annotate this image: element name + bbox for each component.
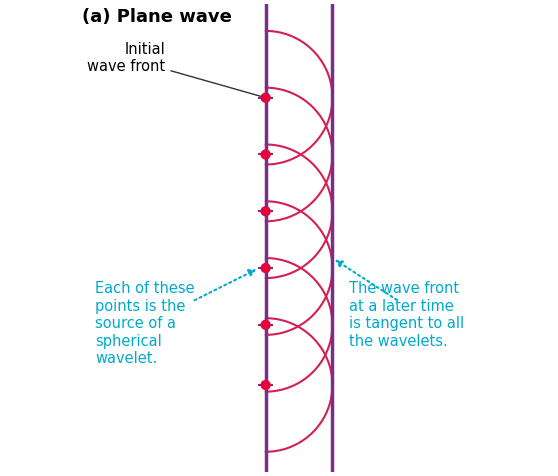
Point — [261, 321, 270, 328]
Point — [261, 264, 270, 272]
Point — [261, 151, 270, 159]
Text: The wave front
at a later time
is tangent to all
the wavelets.: The wave front at a later time is tangen… — [349, 281, 464, 348]
Text: Initial
wave front: Initial wave front — [87, 42, 263, 97]
Point — [261, 94, 270, 101]
Point — [261, 381, 270, 389]
Point — [261, 208, 270, 215]
Text: Each of these
points is the
source of a
spherical
wavelet.: Each of these points is the source of a … — [95, 281, 195, 366]
Text: (a) Plane wave: (a) Plane wave — [82, 8, 232, 26]
